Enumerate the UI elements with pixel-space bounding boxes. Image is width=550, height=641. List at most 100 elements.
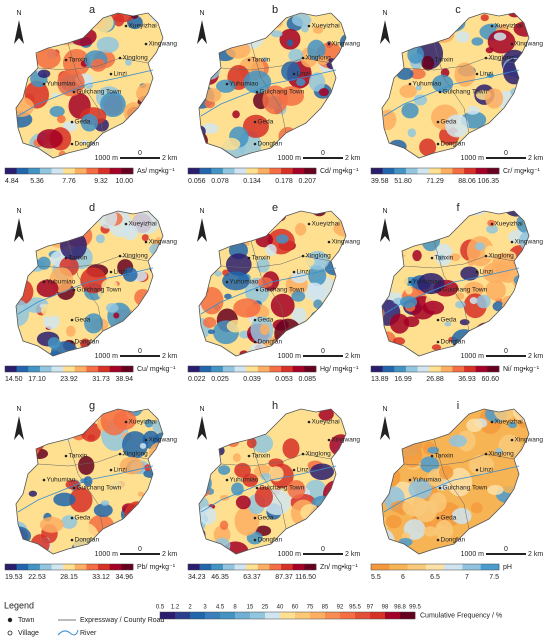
blob [16, 477, 21, 505]
town-dot [124, 420, 128, 424]
scale-label: 0 [504, 546, 508, 553]
town-label: Tanxin [435, 255, 454, 262]
town-dot [144, 42, 148, 46]
scale-label: 2 km [528, 551, 543, 558]
blob [312, 26, 324, 34]
colorbar-segment [269, 564, 282, 570]
blob [202, 123, 219, 134]
town-label: Xueyizhai [495, 23, 523, 30]
river [200, 465, 337, 513]
blob [304, 521, 320, 539]
blob [405, 286, 413, 295]
blob [423, 526, 438, 537]
town-dot [484, 254, 488, 258]
blob [265, 243, 277, 257]
colorbar-segment [246, 564, 259, 570]
town-dot [70, 516, 74, 520]
frequency-segment [295, 612, 311, 619]
colorbar-segment [281, 168, 294, 174]
river [383, 267, 520, 315]
blob [474, 242, 486, 251]
blob [382, 87, 393, 111]
colorbar-segment [211, 366, 224, 372]
blob [158, 409, 163, 412]
blob [220, 223, 238, 245]
blob [122, 431, 149, 459]
colorbar-frame [370, 563, 500, 571]
blob [192, 492, 198, 499]
town-label: Linzi [297, 71, 310, 78]
town-dot [301, 56, 305, 60]
blob [150, 13, 163, 23]
map-outline [198, 210, 347, 357]
town-label: Dongfan [75, 339, 100, 346]
colorbar-segment [452, 168, 465, 174]
blob [95, 234, 105, 244]
blob [113, 312, 120, 319]
district-boundary [403, 453, 515, 467]
blob [54, 221, 62, 230]
blob [382, 267, 409, 294]
blob [25, 421, 49, 439]
town-dot [253, 318, 257, 322]
town-dot [247, 454, 251, 458]
blob [339, 409, 346, 416]
blob [106, 409, 123, 411]
blob [498, 117, 515, 135]
blob [159, 443, 163, 450]
blob [428, 492, 447, 513]
blob [466, 418, 483, 433]
blob [246, 437, 257, 449]
town-dot [70, 120, 74, 124]
colorbar-unit: Hg/ mg•kg⁻¹ [320, 366, 359, 373]
district-boundary [37, 255, 149, 269]
town-dot [436, 318, 440, 322]
blob [382, 25, 383, 32]
blob [242, 114, 269, 138]
blob [17, 446, 30, 458]
frequency-label: Cumulative Frequency / % [420, 612, 502, 619]
blob [157, 82, 163, 99]
colorbar-tick: 5.5 [371, 574, 381, 581]
town-label: Xingwang [149, 239, 178, 246]
blob [43, 312, 60, 330]
blob [392, 13, 412, 20]
colorbar-segment [417, 366, 430, 372]
town-dot [253, 120, 257, 124]
district-boundary [250, 240, 287, 332]
colorbar-segment [292, 168, 305, 174]
blob [208, 428, 223, 442]
colorbar-segment [121, 168, 134, 174]
colorbar-segment [98, 564, 111, 570]
town-dot [42, 478, 46, 482]
town-label: Xingwang [149, 437, 178, 444]
town-label: Xinglong [123, 451, 149, 458]
town-label: Xueyizhai [129, 23, 157, 30]
town-dot [475, 270, 479, 274]
blob [468, 454, 495, 476]
blob [65, 325, 76, 337]
frequency-tick: 97 [367, 605, 374, 611]
map-outline [15, 210, 164, 357]
town-label: Xinglong [306, 451, 332, 458]
colorbar-segment [16, 366, 29, 372]
district-boundary [37, 453, 149, 467]
town-dot [307, 420, 311, 424]
colorbar-tick: 0.134 [243, 178, 261, 185]
town-dot [253, 142, 257, 146]
town-label: Xueyizhai [495, 221, 523, 228]
colorbar-tick: 0.056 [188, 178, 206, 185]
blob [412, 227, 424, 238]
town-dot [255, 486, 259, 490]
blob [9, 130, 16, 135]
blob [427, 415, 445, 433]
blob [28, 417, 57, 435]
colorbar-segment [199, 366, 212, 372]
blob [6, 430, 13, 436]
town-label: Tanxin [252, 255, 271, 262]
scale-label: 0 [504, 150, 508, 157]
blob [216, 13, 243, 27]
blob [382, 109, 397, 131]
frequency-segment [205, 612, 221, 619]
town-dot [438, 486, 442, 490]
